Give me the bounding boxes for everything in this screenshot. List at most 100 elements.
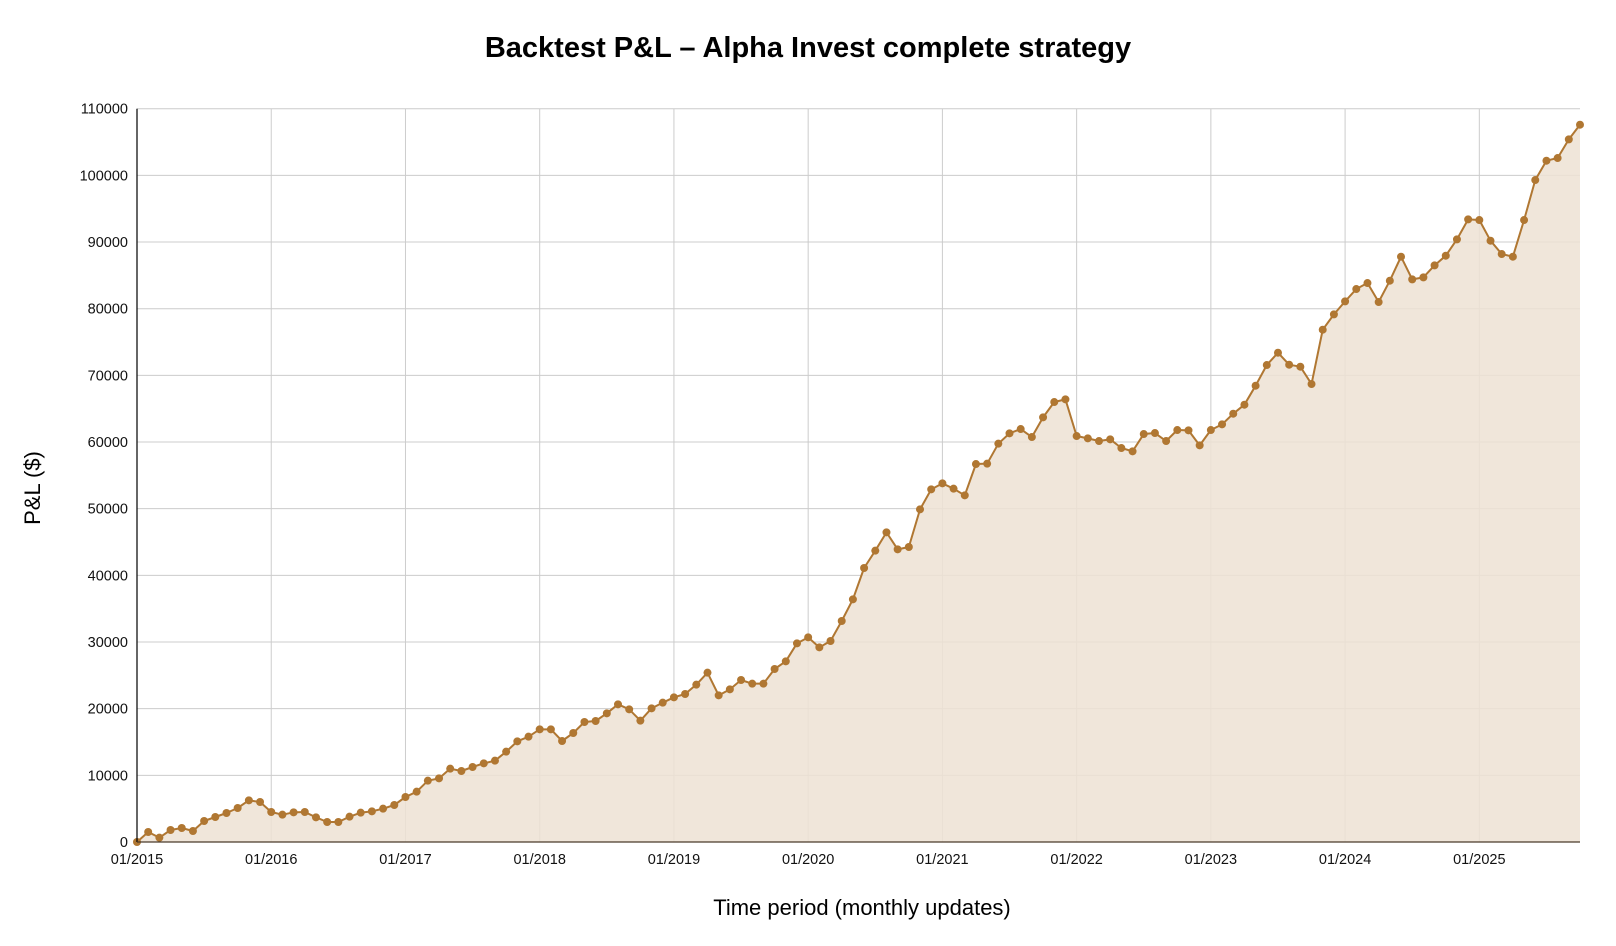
data-point — [1050, 398, 1059, 407]
data-point — [423, 776, 432, 785]
data-point — [569, 729, 578, 737]
y-tick-label: 100000 — [80, 168, 128, 184]
data-point — [1475, 216, 1484, 225]
data-point — [546, 725, 555, 734]
data-point — [1576, 120, 1584, 129]
data-point — [1240, 400, 1249, 409]
pnl-line — [136, 124, 1581, 843]
data-point — [1273, 348, 1282, 357]
data-point — [289, 808, 298, 817]
y-tick-label: 30000 — [88, 635, 128, 651]
data-point — [658, 698, 667, 707]
data-point — [1285, 360, 1294, 369]
data-point — [1385, 276, 1394, 285]
data-point — [759, 679, 768, 688]
data-point — [614, 700, 622, 709]
data-point — [949, 484, 958, 493]
data-point — [278, 810, 287, 819]
data-point — [435, 774, 444, 783]
data-point — [804, 633, 813, 642]
data-point — [300, 808, 309, 816]
data-point — [1296, 362, 1305, 371]
data-point — [1218, 420, 1227, 429]
data-point — [681, 690, 690, 699]
y-tick-label: 60000 — [88, 435, 128, 451]
data-point — [1318, 325, 1327, 334]
data-point — [1307, 380, 1316, 389]
data-point — [446, 764, 455, 773]
data-point — [401, 793, 410, 801]
data-point — [457, 767, 466, 775]
data-point — [1408, 275, 1417, 284]
x-tick-label: 01/2017 — [379, 852, 431, 868]
data-point — [837, 617, 846, 626]
x-tick-label: 01/2015 — [111, 852, 163, 868]
x-tick-label: 01/2025 — [1453, 852, 1505, 868]
data-point — [781, 657, 790, 666]
y-tick-label: 0 — [120, 835, 128, 851]
data-point — [513, 737, 522, 746]
data-point — [323, 818, 332, 826]
data-point — [479, 759, 488, 768]
data-point — [1206, 426, 1215, 435]
data-point — [602, 709, 611, 718]
data-point — [1005, 429, 1014, 438]
x-tick-label: 01/2021 — [916, 852, 968, 868]
data-point — [1251, 381, 1260, 390]
data-point — [222, 809, 231, 817]
y-axis-ticks: 0 10000 20000 30000 40000 50000 60000 70000 8000… — [80, 102, 128, 851]
data-point — [893, 545, 902, 554]
data-point — [1329, 310, 1338, 319]
data-point — [1229, 409, 1238, 418]
data-point — [1106, 435, 1115, 444]
data-point — [468, 763, 477, 771]
y-tick-label: 20000 — [88, 702, 128, 718]
pnl-area-fill — [137, 124, 1580, 842]
data-point — [1464, 215, 1473, 224]
data-point — [703, 668, 712, 677]
data-point — [1452, 235, 1461, 244]
y-tick-label: 110000 — [81, 102, 128, 118]
data-point — [971, 460, 980, 469]
data-point — [1162, 437, 1171, 446]
data-point — [994, 439, 1003, 448]
data-point — [155, 833, 164, 842]
y-tick-label: 90000 — [88, 235, 128, 251]
data-point — [1508, 252, 1517, 261]
data-point — [1531, 176, 1540, 185]
data-point — [860, 564, 869, 573]
data-point — [345, 812, 354, 821]
data-point — [188, 827, 197, 835]
data-point — [916, 505, 925, 514]
data-point — [770, 665, 779, 674]
data-point — [636, 716, 645, 725]
data-point — [1419, 273, 1428, 282]
y-tick-label: 40000 — [88, 568, 128, 584]
data-point — [200, 817, 209, 825]
data-point — [502, 747, 511, 756]
data-point — [367, 807, 376, 816]
data-point — [882, 528, 891, 537]
data-point — [1553, 154, 1562, 163]
data-point — [1039, 413, 1048, 422]
data-point — [904, 543, 913, 552]
data-point — [792, 639, 801, 648]
data-point — [1150, 429, 1159, 438]
data-point — [1027, 433, 1036, 442]
data-point — [815, 643, 824, 652]
data-point — [390, 801, 399, 809]
y-tick-label: 50000 — [88, 502, 128, 518]
data-point — [1352, 285, 1361, 294]
data-point — [379, 804, 388, 813]
x-tick-label: 01/2020 — [782, 852, 834, 868]
x-tick-label: 01/2019 — [648, 852, 700, 868]
data-point — [1542, 156, 1551, 165]
x-axis-label: Time period (monthly updates) — [713, 895, 1011, 920]
data-point — [356, 808, 365, 817]
data-point — [535, 725, 544, 734]
data-point-markers — [133, 120, 1584, 846]
y-gridlines — [137, 108, 1580, 776]
data-point — [1195, 441, 1204, 450]
data-point — [714, 691, 723, 700]
